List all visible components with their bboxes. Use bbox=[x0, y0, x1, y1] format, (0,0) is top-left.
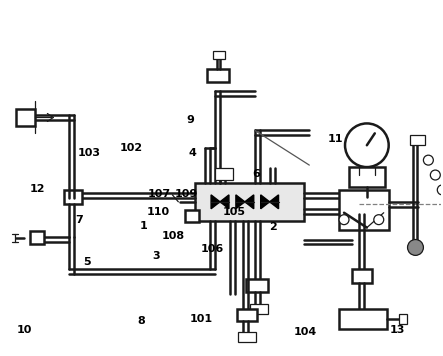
Bar bbox=[246, 279, 268, 292]
Text: 1: 1 bbox=[140, 221, 147, 231]
Text: 7: 7 bbox=[75, 215, 82, 225]
Bar bbox=[185, 210, 199, 222]
Text: 4: 4 bbox=[188, 148, 196, 158]
Polygon shape bbox=[245, 195, 254, 209]
Bar bbox=[352, 269, 372, 283]
Text: 108: 108 bbox=[162, 231, 185, 241]
Bar bbox=[30, 231, 44, 245]
Text: 102: 102 bbox=[120, 143, 143, 153]
Text: 8: 8 bbox=[138, 316, 145, 326]
Bar bbox=[195, 183, 304, 221]
Bar bbox=[339, 309, 387, 329]
Text: 6: 6 bbox=[253, 169, 260, 179]
Text: 13: 13 bbox=[390, 325, 405, 335]
Circle shape bbox=[374, 215, 384, 225]
Text: 11: 11 bbox=[328, 134, 343, 144]
Text: 3: 3 bbox=[153, 251, 160, 261]
Text: 109: 109 bbox=[175, 189, 198, 199]
Bar bbox=[16, 109, 35, 126]
Text: 9: 9 bbox=[187, 115, 194, 125]
Bar bbox=[349, 167, 385, 187]
Circle shape bbox=[345, 124, 389, 167]
Bar bbox=[237, 309, 257, 321]
Bar bbox=[409, 135, 425, 145]
Circle shape bbox=[339, 215, 349, 225]
Bar bbox=[215, 168, 233, 180]
Bar bbox=[207, 69, 229, 82]
Text: 103: 103 bbox=[78, 148, 101, 158]
Polygon shape bbox=[260, 195, 270, 209]
Polygon shape bbox=[220, 195, 229, 209]
Bar bbox=[64, 190, 82, 204]
Bar bbox=[339, 190, 389, 230]
Bar bbox=[238, 332, 256, 342]
Bar bbox=[399, 314, 407, 324]
Polygon shape bbox=[236, 195, 245, 209]
Circle shape bbox=[408, 240, 424, 255]
Text: 107: 107 bbox=[148, 189, 171, 199]
Text: 105: 105 bbox=[222, 206, 245, 216]
Bar bbox=[213, 51, 225, 59]
Polygon shape bbox=[270, 195, 279, 209]
Text: 10: 10 bbox=[17, 325, 32, 335]
Text: 110: 110 bbox=[146, 206, 169, 216]
Text: 5: 5 bbox=[84, 257, 91, 267]
Text: 12: 12 bbox=[30, 184, 46, 194]
Polygon shape bbox=[211, 195, 220, 209]
Text: 104: 104 bbox=[293, 327, 317, 337]
Text: 2: 2 bbox=[269, 222, 277, 232]
Text: 106: 106 bbox=[201, 244, 224, 253]
Bar bbox=[250, 304, 268, 314]
Text: 101: 101 bbox=[190, 314, 213, 324]
